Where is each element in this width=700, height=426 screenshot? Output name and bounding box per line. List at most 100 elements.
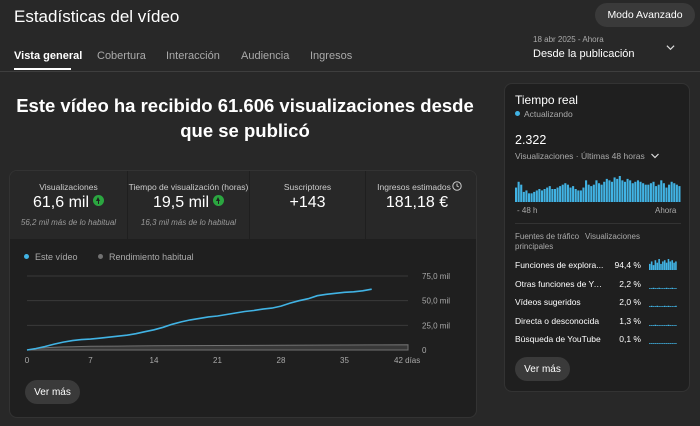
traffic-source-row[interactable]: Búsqueda de YouTube 0,1 %: [515, 334, 681, 352]
realtime-bar: [626, 178, 629, 202]
metric-label: Suscriptores: [283, 182, 332, 192]
sources-header: Fuentes de tráfico principales: [515, 232, 580, 251]
realtime-see-more-button[interactable]: Ver más: [515, 357, 570, 381]
sparkline-bar: [656, 262, 659, 270]
traffic-source-row[interactable]: Funciones de explora... 94,4 %: [515, 259, 681, 278]
sparkline-bar: [671, 260, 673, 270]
traffic-source-row[interactable]: Directa o desconocida 1,3 %: [515, 316, 681, 334]
realtime-bar: [618, 176, 621, 202]
realtime-bar: [515, 187, 518, 202]
traffic-sparkline: [649, 305, 677, 307]
date-range-selector[interactable]: 18 abr 2025 - Ahora Desde la publicación: [533, 35, 683, 65]
metric-revenue[interactable]: Ingresos estimados 181,18 €: [366, 171, 476, 239]
realtime-bar: [608, 180, 611, 202]
traffic-source-name: Vídeos sugeridos: [515, 297, 581, 307]
chevron-down-icon: [651, 153, 660, 159]
sparkline-bar: [654, 287, 657, 289]
sparkline-bar: [650, 305, 653, 307]
sparkline-bar: [665, 343, 668, 344]
realtime-metric-selector[interactable]: Visualizaciones · Últimas 48 horas: [515, 151, 660, 161]
realtime-bar: [546, 187, 549, 202]
metric-label: Ingresos estimados: [377, 182, 451, 192]
sparkline-bar: [658, 259, 660, 270]
traffic-source-name: Otras funciones de Yo...: [515, 278, 605, 289]
realtime-bar: [660, 180, 663, 202]
x-tick-label: 0: [25, 356, 30, 365]
advanced-mode-button[interactable]: Modo Avanzado: [595, 3, 695, 27]
realtime-bar: [525, 190, 528, 202]
realtime-bar: [561, 184, 564, 202]
legend-dot-icon: [24, 254, 29, 259]
sparkline-bar: [673, 287, 675, 289]
realtime-bar: [636, 180, 639, 202]
x-tick-label: 7: [88, 356, 93, 365]
realtime-bar: [670, 181, 673, 202]
sparkline-bar: [652, 343, 655, 344]
realtime-bar: [678, 186, 681, 202]
metric-views[interactable]: Visualizaciones 61,6 mil 56,2 mil más de…: [10, 171, 127, 239]
sparkline-bar: [656, 287, 659, 289]
realtime-bar: [639, 181, 642, 202]
y-tick-label: 25,0 mil: [422, 321, 450, 330]
tab-reach[interactable]: Cobertura: [97, 50, 146, 62]
sparkline-bar: [649, 343, 651, 344]
realtime-bar: [634, 181, 637, 202]
sparkline-bar: [675, 343, 677, 344]
sparkline-bar: [656, 305, 659, 307]
realtime-bar: [665, 187, 668, 202]
sparkline-bar: [663, 287, 666, 289]
see-more-button[interactable]: Ver más: [25, 380, 80, 404]
sparkline-bar: [667, 305, 670, 307]
traffic-source-name: Búsqueda de YouTube: [515, 334, 601, 344]
metric-sub: 16,3 mil más de lo habitual: [140, 218, 237, 227]
metric-divider: [127, 171, 128, 239]
sparkline-bar: [669, 306, 672, 307]
sparkline-bar: [654, 260, 657, 270]
realtime-bar: [517, 181, 520, 202]
realtime-bar: [616, 178, 619, 202]
sparkline-bar: [649, 287, 651, 289]
metric-watch-time[interactable]: Tiempo de visualización (horas) 19,5 mil…: [128, 171, 249, 239]
metric-subscribers[interactable]: Suscriptores +143: [250, 171, 365, 239]
sparkline-bar: [660, 343, 662, 344]
metric-divider: [365, 171, 366, 239]
sparkline-bar: [652, 324, 655, 326]
tab-bar: Vista general Cobertura Interacción Audi…: [0, 42, 480, 72]
realtime-bar: [675, 184, 678, 202]
x-tick-label: 28: [277, 356, 286, 365]
sparkline-bar: [656, 324, 659, 326]
sparkline-bar: [675, 287, 677, 289]
traffic-source-name: Directa o desconocida: [515, 315, 600, 326]
realtime-axis-end: Ahora: [655, 206, 677, 215]
date-range-dates: 18 abr 2025 - Ahora: [533, 35, 604, 44]
realtime-bar: [649, 183, 652, 202]
realtime-bar: [527, 193, 531, 202]
tab-audience[interactable]: Audiencia: [241, 50, 290, 62]
sparkline-bar: [650, 261, 653, 270]
traffic-source-row[interactable]: Otras funciones de Yo... 2,2 %: [515, 279, 681, 297]
sparkline-bar: [669, 287, 672, 289]
series-this-video-line: [26, 288, 372, 351]
sparkline-bar: [652, 306, 655, 307]
x-tick-label: 42 días: [394, 356, 420, 365]
sparkline-bar: [665, 287, 668, 289]
realtime-bar: [600, 184, 603, 202]
traffic-source-row[interactable]: Vídeos sugeridos 2,0 %: [515, 297, 681, 315]
metrics-row: Visualizaciones 61,6 mil 56,2 mil más de…: [10, 171, 476, 239]
sparkline-bar: [662, 287, 664, 289]
tab-engagement[interactable]: Interacción: [166, 50, 220, 62]
traffic-source-pct: 1,3 %: [619, 315, 641, 326]
metric-value: 181,18 €: [385, 194, 449, 211]
realtime-bar: [623, 181, 627, 202]
realtime-bar: [548, 186, 551, 202]
sparkline-bar: [654, 324, 657, 326]
tab-revenue[interactable]: Ingresos: [310, 50, 353, 62]
tab-overview[interactable]: Vista general: [14, 50, 83, 62]
sparkline-bar: [649, 263, 651, 270]
traffic-sparkline: [649, 287, 677, 289]
sparkline-bar: [658, 287, 660, 289]
sparkline-bar: [650, 343, 653, 344]
sparkline-bar: [665, 262, 668, 270]
sparkline-bar: [669, 324, 672, 326]
sparkline-bar: [669, 343, 672, 344]
